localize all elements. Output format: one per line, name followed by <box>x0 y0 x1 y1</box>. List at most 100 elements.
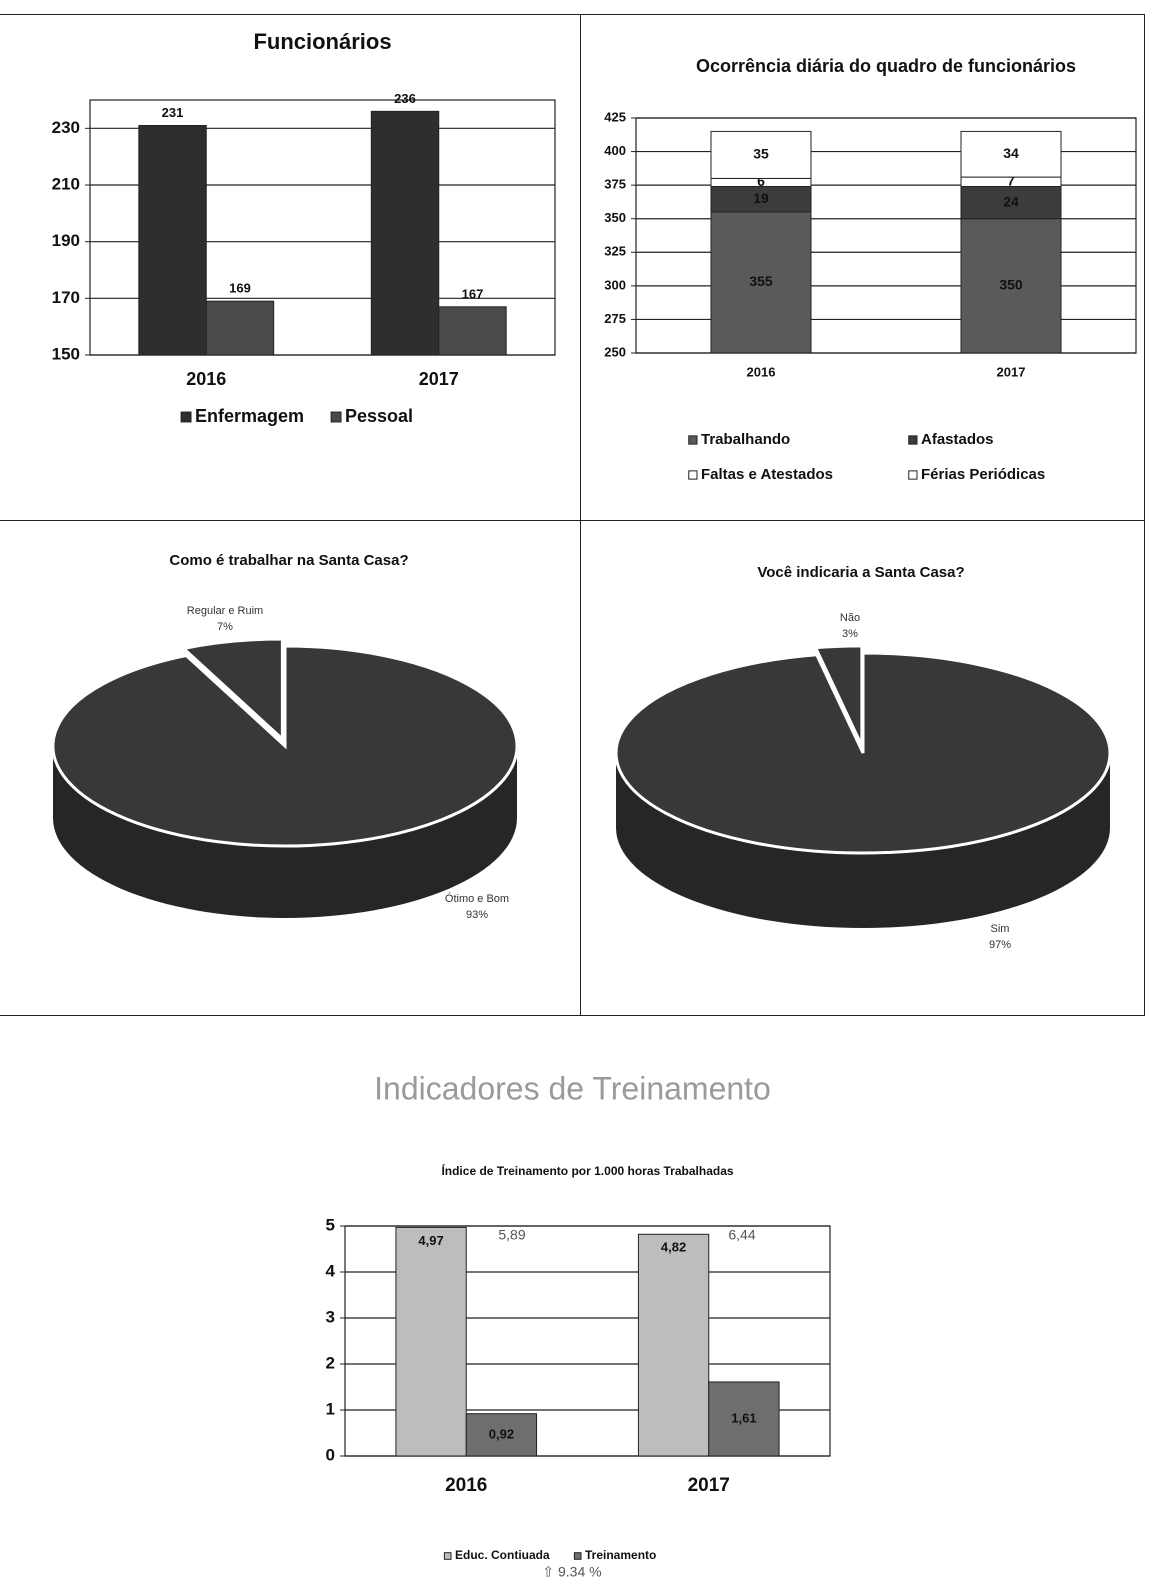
border <box>0 1015 1145 1016</box>
legend-swatch <box>688 435 698 445</box>
chart-title: Índice de Treinamento por 1.000 horas Tr… <box>441 1163 733 1178</box>
pie-slice <box>813 644 864 747</box>
annotation: ⇧ 9.34 % <box>542 1564 601 1580</box>
legend-swatch <box>330 411 342 423</box>
chart: Ocorrência diária do quadro de funcionár… <box>604 56 1137 483</box>
slice-value-label: 3% <box>842 628 858 640</box>
y-tick-label: 0 <box>326 1445 335 1464</box>
legend-label: Férias Periódicas <box>921 466 1045 483</box>
bar <box>438 306 507 356</box>
bar <box>465 1413 538 1457</box>
y-tick-label: 425 <box>604 109 626 124</box>
bar-segment <box>710 130 812 179</box>
bar <box>138 125 207 356</box>
slice-label: Regular e Ruim <box>187 605 263 617</box>
annotation: 5,89 <box>498 1227 525 1243</box>
x-tick-label: 2016 <box>747 364 776 379</box>
y-tick-label: 275 <box>604 311 626 326</box>
pie-slice <box>614 651 1112 855</box>
bar <box>205 300 275 356</box>
y-tick-label: 4 <box>326 1261 336 1280</box>
y-tick-label: 250 <box>604 344 626 359</box>
x-tick-label: 2016 <box>445 1475 487 1496</box>
x-tick-label: 2017 <box>997 364 1026 379</box>
chart-title: Como é trabalhar na Santa Casa? <box>169 552 408 569</box>
legend-label: Trabalhando <box>701 431 790 448</box>
bar <box>708 1381 780 1457</box>
border <box>1144 14 1145 1015</box>
slice-value-label: 97% <box>989 939 1011 951</box>
bar-segment <box>960 218 1062 354</box>
data-label: 1,61 <box>731 1410 756 1425</box>
x-tick-label: 2016 <box>186 369 226 389</box>
y-tick-label: 3 <box>326 1307 335 1326</box>
y-tick-label: 230 <box>52 118 80 137</box>
bar-segment <box>960 185 1062 220</box>
plot-frame <box>635 117 1137 354</box>
legend-swatch <box>443 1552 452 1560</box>
data-label: 24 <box>1003 193 1019 209</box>
x-tick-label: 2017 <box>419 369 459 389</box>
chart-title: Funcionários <box>253 29 391 54</box>
y-tick-label: 2 <box>326 1353 335 1372</box>
data-label: 169 <box>229 281 251 296</box>
border <box>580 14 581 1015</box>
bar-segment <box>710 185 812 213</box>
y-tick-label: 1 <box>326 1399 335 1418</box>
slice-label: Não <box>840 612 860 624</box>
y-tick-label: 300 <box>604 277 626 292</box>
legend-label: Enfermagem <box>195 406 304 426</box>
y-tick-label: 400 <box>604 143 626 158</box>
slice-value-label: 7% <box>217 621 233 633</box>
border <box>0 14 1145 15</box>
pie-slice <box>180 637 284 743</box>
legend-swatch <box>573 1552 582 1560</box>
chart: Como é trabalhar na Santa Casa? Regular e… <box>51 552 519 921</box>
legend-label: Treinamento <box>585 1548 656 1562</box>
plot-frame <box>89 99 556 356</box>
y-tick-label: 350 <box>604 210 626 225</box>
supertitle: Indicadores de Treinamento <box>374 1070 771 1106</box>
data-label: 34 <box>1003 145 1019 161</box>
data-label: 6 <box>757 173 765 189</box>
y-tick-label: 150 <box>52 344 80 363</box>
slice-label: Sim <box>991 923 1010 935</box>
data-label: 350 <box>999 277 1023 293</box>
legend-label: Faltas e Atestados <box>701 466 833 483</box>
data-label: 236 <box>394 91 416 106</box>
slice-value-label: 93% <box>466 909 488 921</box>
data-label: 231 <box>162 105 184 120</box>
chart: Funcionários 150 170 190 210 230 2016 231 169 201… <box>52 29 556 426</box>
y-tick-label: 375 <box>604 177 626 192</box>
legend-swatch <box>908 470 918 480</box>
bar <box>637 1233 710 1457</box>
data-label: 355 <box>749 273 773 289</box>
chart: Você indicaria a Santa Casa? Não 3% Sim 97% <box>614 564 1112 951</box>
bar <box>395 1226 467 1457</box>
legend-label: Pessoal <box>345 406 413 426</box>
legend-label: Educ. Contiuada <box>455 1548 550 1562</box>
y-tick-label: 190 <box>52 231 80 250</box>
chart-title: Você indicaria a Santa Casa? <box>757 564 964 581</box>
legend-swatch <box>908 435 918 445</box>
x-tick-label: 2017 <box>688 1475 730 1496</box>
bar-segment <box>710 211 812 354</box>
data-label: 4,82 <box>661 1240 686 1255</box>
bar <box>370 110 440 356</box>
chart-title: Ocorrência diária do quadro de funcionár… <box>696 56 1076 76</box>
data-label: 0,92 <box>489 1426 514 1441</box>
legend-swatch <box>180 411 192 423</box>
border <box>0 520 1145 521</box>
y-tick-label: 210 <box>52 174 80 193</box>
pie-slice <box>51 644 519 848</box>
legend-swatch <box>688 470 698 480</box>
data-label: 167 <box>462 286 484 301</box>
bar-segment <box>960 130 1062 178</box>
legend-label: Afastados <box>921 431 994 448</box>
data-label: 7 <box>1007 172 1015 188</box>
y-tick-label: 170 <box>52 288 80 307</box>
slice-label: Ótimo e Bom <box>445 892 509 905</box>
data-label: 19 <box>753 190 769 206</box>
data-label: 35 <box>753 146 769 162</box>
